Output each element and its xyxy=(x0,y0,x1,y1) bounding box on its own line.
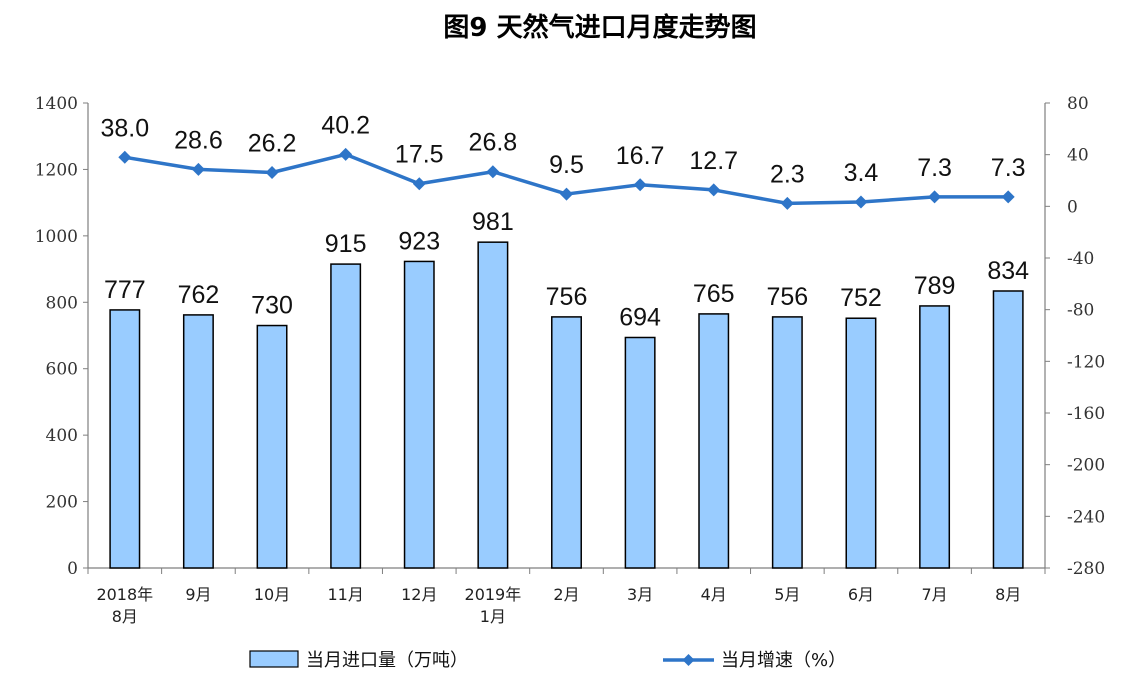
right-tick-label: -120 xyxy=(1067,352,1105,372)
bar xyxy=(256,324,288,569)
line-point xyxy=(265,165,279,179)
legend: 当月进口量（万吨） 当月增速（%） xyxy=(249,650,846,671)
chart-title: 图9 天然气进口月度走势图 xyxy=(443,12,756,43)
x-tick-label: 5月 xyxy=(774,585,800,604)
x-tick-label: 9月 xyxy=(185,585,211,604)
x-tick-label: 2018年 xyxy=(96,585,153,604)
legend-bar-swatch xyxy=(249,650,299,668)
bar xyxy=(845,317,877,569)
bar-value-label: 756 xyxy=(766,283,808,311)
right-tick-label: 40 xyxy=(1067,146,1089,166)
x-tick-label: 8月 xyxy=(112,607,138,626)
bar-value-label: 762 xyxy=(178,281,220,309)
x-tick-label: 12月 xyxy=(401,585,437,604)
right-tick-label: -160 xyxy=(1067,404,1105,424)
x-tick-label: 11月 xyxy=(327,585,363,604)
left-tick-label: 600 xyxy=(46,360,78,380)
line-point xyxy=(560,187,573,201)
right-tick-label: -240 xyxy=(1067,507,1105,527)
right-tick-label: -80 xyxy=(1067,301,1094,321)
bar-value-label: 730 xyxy=(251,292,293,320)
line-point xyxy=(191,162,205,176)
legend-line-label: 当月增速（%） xyxy=(721,650,846,671)
left-tick-label: 200 xyxy=(46,493,78,513)
bar-value-label: 777 xyxy=(104,276,146,304)
x-tick-label: 3月 xyxy=(627,585,653,604)
line-point xyxy=(412,177,426,191)
line-point xyxy=(118,150,132,164)
left-tick-label: 800 xyxy=(46,293,78,313)
bars xyxy=(109,241,1024,569)
x-tick-label: 8月 xyxy=(995,585,1021,604)
bar-value-label: 752 xyxy=(840,284,882,312)
right-tick-label: 0 xyxy=(1067,197,1078,217)
bar xyxy=(182,314,214,569)
line-value-label: 38.0 xyxy=(100,114,149,142)
bar-value-label: 915 xyxy=(325,230,367,258)
x-tick-label: 4月 xyxy=(701,585,727,604)
bar xyxy=(624,336,656,569)
line-point xyxy=(1001,190,1015,204)
bar-value-label: 834 xyxy=(987,257,1029,285)
legend-line-marker xyxy=(682,654,695,666)
line-point xyxy=(928,190,942,204)
bar xyxy=(477,241,509,569)
line-point xyxy=(633,178,647,192)
bar-value-label: 981 xyxy=(472,208,514,236)
x-tick-label: 7月 xyxy=(921,585,947,604)
bar xyxy=(109,309,141,569)
line-value-label: 3.4 xyxy=(844,159,879,187)
bar-value-label: 765 xyxy=(693,280,735,308)
x-tick-label: 6月 xyxy=(848,585,874,604)
line-series xyxy=(118,147,1015,210)
line-point xyxy=(486,165,500,179)
left-tick-label: 1200 xyxy=(35,160,78,180)
line-value-label: 9.5 xyxy=(549,151,584,179)
line-value-label: 40.2 xyxy=(321,111,370,139)
legend-bar-label: 当月进口量（万吨） xyxy=(306,650,468,671)
bar-labels: 777 762 730 915 923 981 756 694 765 756 752 789 834 xyxy=(104,208,1029,331)
bar-value-label: 789 xyxy=(914,272,956,300)
bar xyxy=(551,316,582,569)
line-point xyxy=(780,196,794,210)
line-point xyxy=(339,147,353,161)
line-value-label: 7.3 xyxy=(917,154,952,182)
bar-value-label: 923 xyxy=(398,227,440,255)
left-tick-label: 0 xyxy=(67,559,78,579)
bar xyxy=(919,305,951,569)
right-tick-label: -280 xyxy=(1067,559,1105,579)
line-labels: 38.0 28.6 26.2 40.2 17.5 26.8 9.5 16.7 12.7 2.3 3.… xyxy=(100,111,1025,188)
bar xyxy=(403,260,435,569)
bar-value-label: 756 xyxy=(546,283,588,311)
bar xyxy=(992,290,1024,569)
line-value-label: 2.3 xyxy=(770,160,805,188)
line-value-label: 26.8 xyxy=(469,129,518,157)
line-value-label: 16.7 xyxy=(616,142,665,170)
x-tick-label: 10月 xyxy=(254,585,290,604)
right-tick-label: -40 xyxy=(1067,249,1094,269)
x-tick-labels: 2018年 8月 9月 10月 11月 12月 2019年 1月 2月 3月 4月 5月 6月 7月 8月 xyxy=(96,585,1021,626)
line-point xyxy=(854,195,868,209)
bar xyxy=(698,313,730,569)
bar xyxy=(330,263,362,569)
line-value-label: 28.6 xyxy=(174,126,223,154)
x-tick-label: 2019年 xyxy=(465,585,522,604)
bar-value-label: 694 xyxy=(619,303,661,331)
right-tick-label: 80 xyxy=(1067,94,1089,114)
line-value-label: 17.5 xyxy=(395,141,444,169)
right-tick-label: -200 xyxy=(1067,456,1105,476)
left-tick-label: 400 xyxy=(46,426,78,446)
line-value-label: 12.7 xyxy=(689,147,738,175)
bar xyxy=(771,316,803,569)
x-tick-label: 1月 xyxy=(480,607,506,626)
left-tick-label: 1400 xyxy=(35,94,78,114)
line-point xyxy=(707,183,721,197)
line-value-label: 26.2 xyxy=(248,129,297,157)
x-tick-label: 2月 xyxy=(553,585,579,604)
left-tick-label: 1000 xyxy=(35,227,78,247)
line-value-label: 7.3 xyxy=(991,154,1026,182)
